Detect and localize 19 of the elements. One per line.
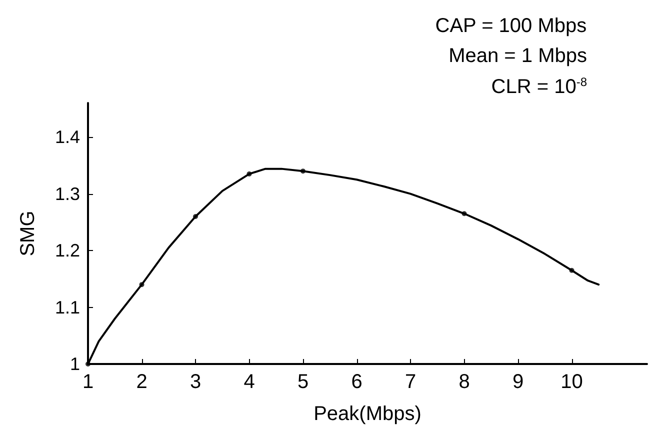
y-tick-label: 1.2	[54, 240, 80, 261]
x-tick-label: 2	[136, 371, 148, 393]
x-tick-label: 5	[297, 371, 309, 393]
x-tick-label: 6	[351, 371, 362, 393]
y-tick-label: 1	[70, 354, 80, 374]
text: Mean = 1 Mbps	[448, 45, 588, 67]
x-axis-title: Peak(Mbps)	[314, 403, 422, 425]
text: CAP = 100 Mbps	[435, 15, 587, 37]
x-tick-label: 10	[560, 371, 583, 393]
x-tick-label: 1	[82, 371, 94, 393]
y-tick-label: 1.4	[54, 127, 80, 148]
x-tick-label: 9	[512, 371, 524, 393]
y-axis-title: SMG	[17, 210, 39, 256]
x-tick-label: 3	[190, 371, 202, 393]
x-tick-label: 4	[244, 371, 255, 393]
x-tick-label: 8	[458, 371, 470, 393]
y-tick-label: 1.3	[54, 184, 80, 204]
x-tick-label: 7	[404, 371, 416, 393]
y-tick-label: 1.1	[54, 297, 80, 318]
